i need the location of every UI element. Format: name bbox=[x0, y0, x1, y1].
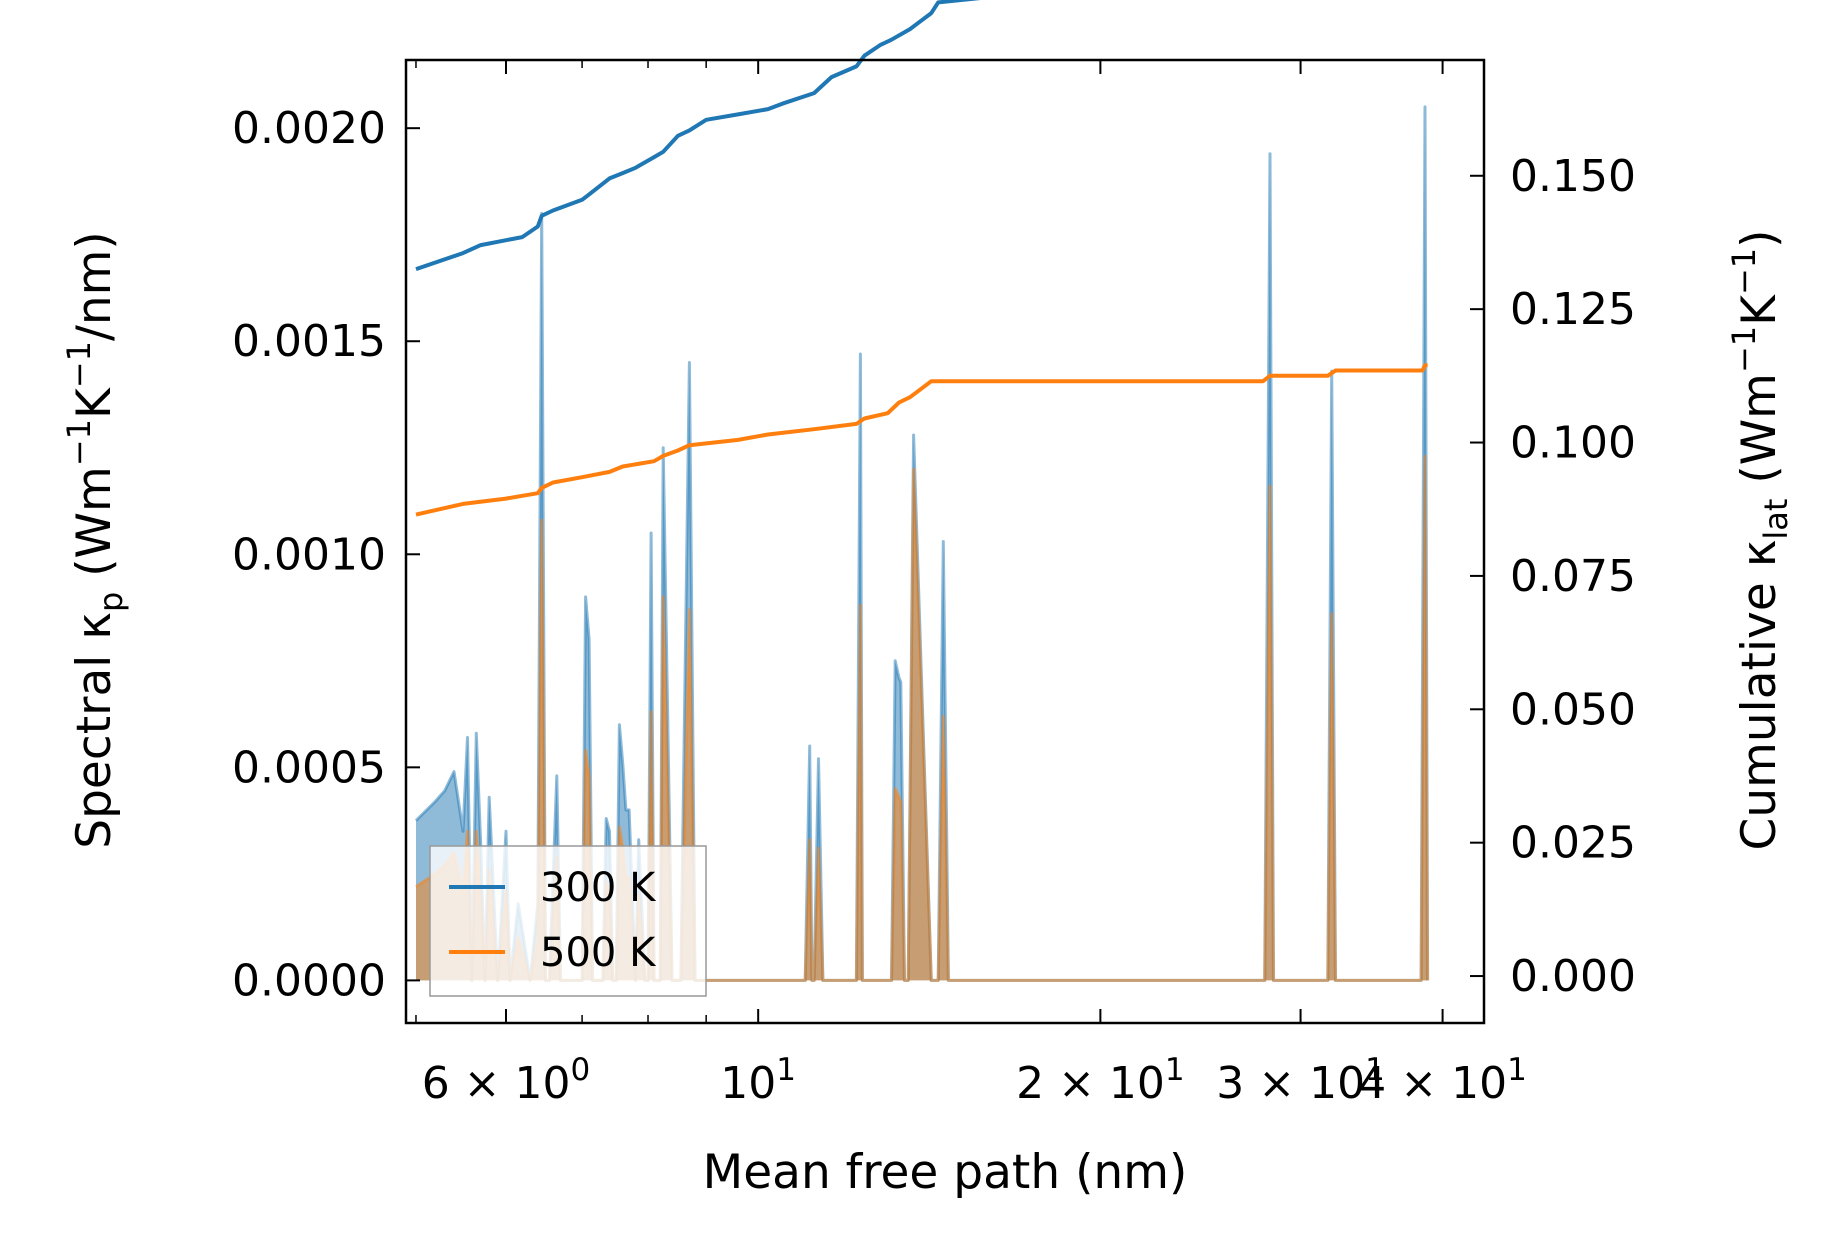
cumulative-line-500k bbox=[415, 363, 1428, 517]
y2-tick-label: 0.075 bbox=[1510, 551, 1636, 602]
legend: 300 K 500 K bbox=[429, 845, 707, 997]
x-axis-title: Mean free path (nm) bbox=[703, 1145, 1188, 1200]
y-tick-label: 0.0020 bbox=[232, 103, 386, 154]
y2-tick-label: 0.000 bbox=[1510, 951, 1636, 1002]
x-tick-label: 4 × 101 bbox=[1358, 1052, 1527, 1109]
x-tick-label: 2 × 101 bbox=[1016, 1052, 1185, 1109]
y-axis-title: Spectral κp (Wm−1K−1/nm) bbox=[60, 231, 130, 848]
y-tick-label: 0.0005 bbox=[232, 742, 386, 793]
spectral-line-500k bbox=[415, 454, 1430, 982]
axis-ticks bbox=[406, 60, 1484, 1023]
y2-tick-label: 0.050 bbox=[1510, 684, 1636, 735]
y-tick-label: 0.0010 bbox=[232, 529, 386, 580]
y2-tick-label: 0.150 bbox=[1510, 151, 1636, 202]
cumulative-line-300k bbox=[415, 0, 981, 271]
legend-box bbox=[429, 845, 707, 997]
y2-tick-label: 0.025 bbox=[1510, 818, 1636, 869]
x-tick-label: 101 bbox=[720, 1052, 796, 1109]
x-tick-label: 3 × 101 bbox=[1216, 1052, 1385, 1109]
plot-frame bbox=[404, 58, 1486, 1025]
y2-axis-title: Cumulative κlat (Wm−1K−1) bbox=[1725, 229, 1795, 850]
x-tick-label: 6 × 100 bbox=[422, 1052, 591, 1109]
y-tick-label: 0.0015 bbox=[232, 316, 386, 367]
y2-tick-label: 0.100 bbox=[1510, 418, 1636, 469]
legend-label-500k: 500 K bbox=[540, 930, 657, 976]
y-tick-label: 0.0000 bbox=[232, 955, 386, 1006]
y2-tick-label: 0.125 bbox=[1510, 284, 1636, 335]
data-lines bbox=[414, 0, 1430, 982]
legend-label-300k: 300 K bbox=[540, 865, 657, 911]
